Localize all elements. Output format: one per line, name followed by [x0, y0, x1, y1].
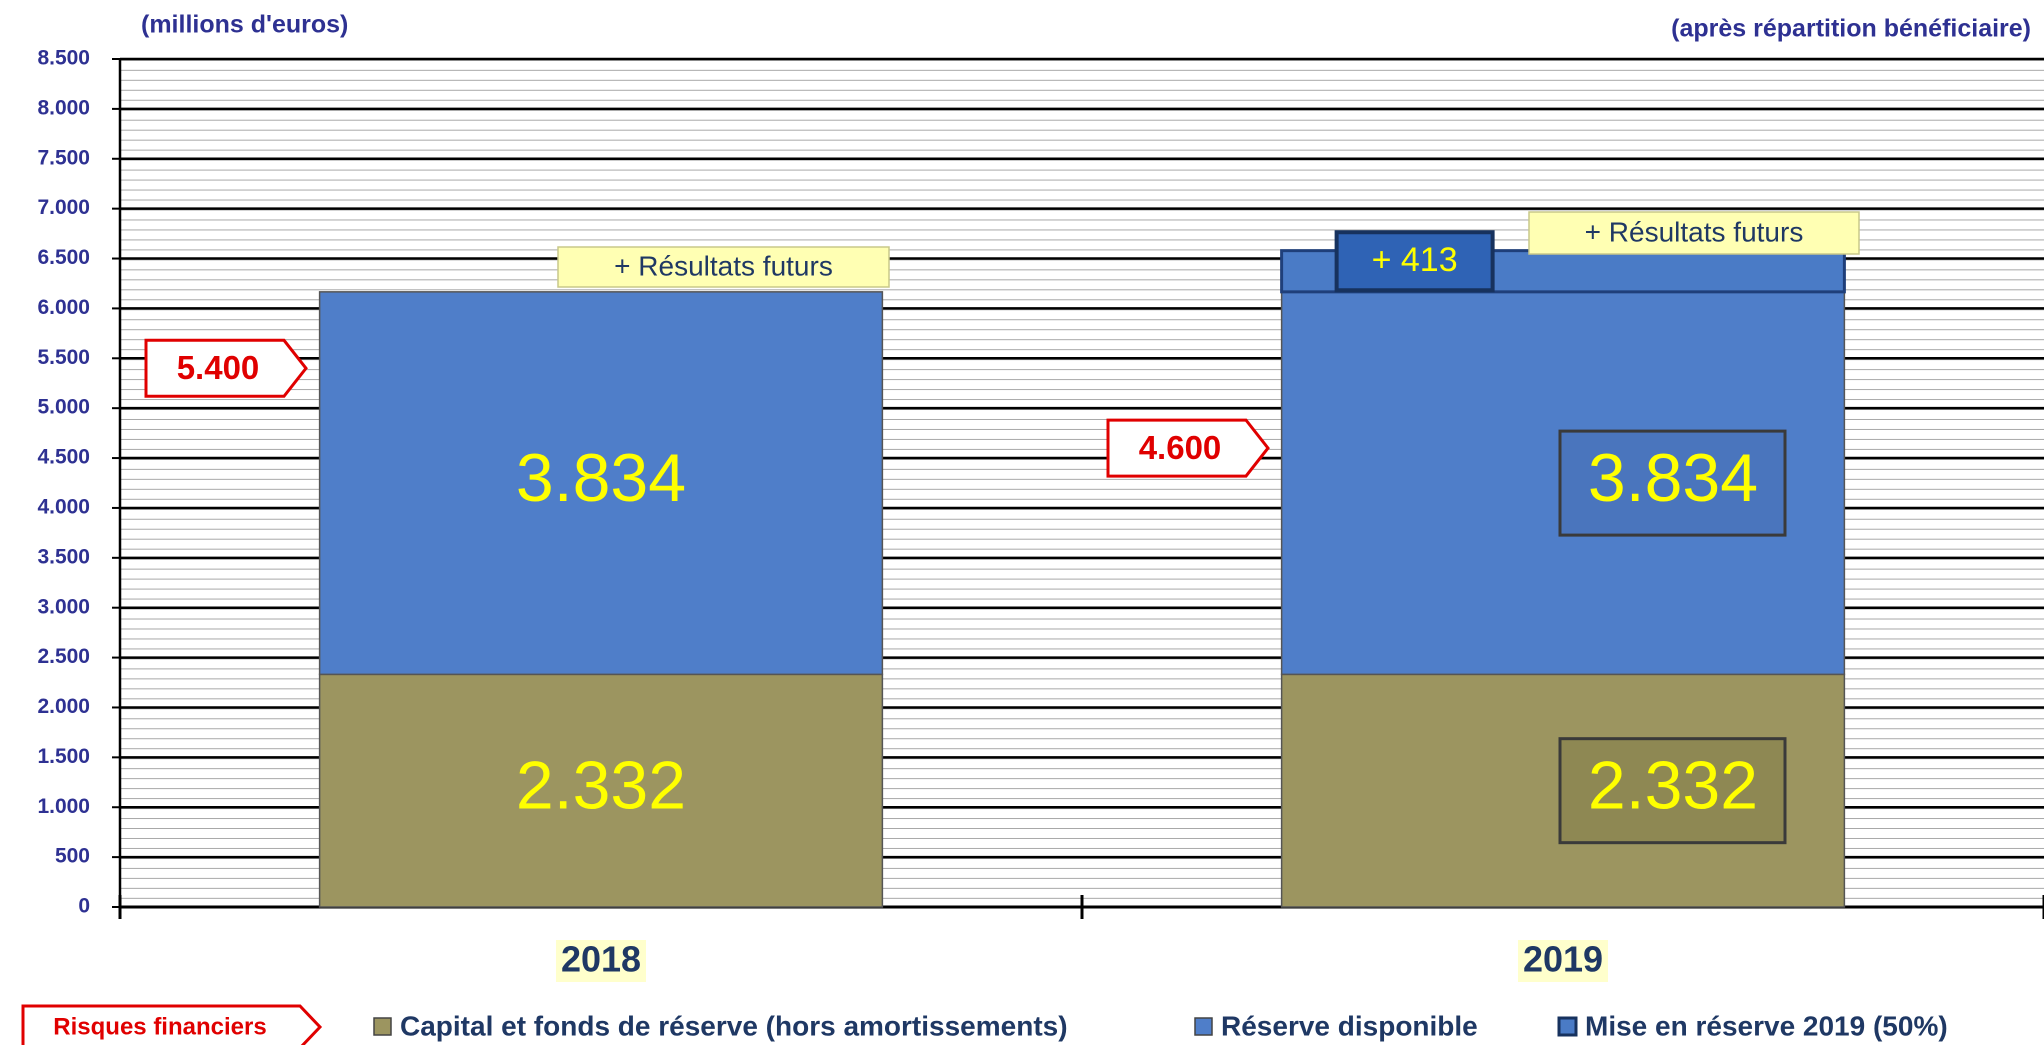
value-label-box — [1558, 429, 1787, 537]
y-tick-label: 1.000 — [37, 795, 90, 818]
bar-segment — [318, 291, 884, 676]
legend-label: Capital et fonds de réserve (hors amorti… — [400, 1010, 1068, 1041]
x-tick-label: 2019 — [1523, 939, 1603, 980]
y-tick-label: 6.000 — [37, 296, 90, 319]
bar-segment — [318, 673, 884, 908]
y-tick-label: 2.000 — [37, 695, 90, 718]
legend-swatch — [1557, 1016, 1578, 1037]
chart-title: (millions d'euros) — [141, 11, 348, 39]
y-tick-label: 0 — [78, 895, 90, 918]
y-tick-label: 5.000 — [37, 396, 90, 419]
y-tick-label: 3.500 — [37, 545, 90, 568]
annotation: + Résultats futurs — [1585, 216, 1804, 247]
legend-label: Mise en réserve 2019 (50%) — [1585, 1010, 1948, 1041]
y-tick-label: 3.000 — [37, 595, 90, 618]
legend-swatch — [1194, 1017, 1213, 1036]
y-tick-label: 1.500 — [37, 745, 90, 768]
value-label-box — [1558, 737, 1787, 845]
category-label-bg — [556, 940, 646, 982]
x-tick-label: 2018 — [561, 939, 641, 980]
legend-swatch — [373, 1017, 392, 1036]
chart-subtitle: (après répartition bénéficiaire) — [1671, 15, 2031, 43]
risk-label: 5.400 — [177, 349, 260, 386]
value-label: 3.834 — [516, 440, 686, 516]
annotation-box — [557, 246, 890, 288]
y-tick-label: 8.000 — [37, 96, 90, 119]
value-label: 2.332 — [516, 748, 686, 824]
value-label: + 413 — [1372, 241, 1458, 279]
risk-label: 4.600 — [1139, 429, 1222, 466]
value-label: 3.834 — [1588, 440, 1758, 516]
value-label-box — [1334, 230, 1495, 293]
y-tick-label: 7.000 — [37, 196, 90, 219]
y-tick-label: 6.500 — [37, 246, 90, 269]
y-tick-label: 2.500 — [37, 645, 90, 668]
y-tick-label: 4.500 — [37, 446, 90, 469]
category-label-bg — [1518, 940, 1608, 982]
value-label: 2.332 — [1588, 748, 1758, 824]
legend-label: Réserve disponible — [1221, 1010, 1478, 1041]
risk-marker — [144, 338, 308, 398]
annotation-box — [1528, 211, 1860, 255]
y-tick-label: 8.500 — [37, 47, 90, 70]
legend-label: Risques financiers — [53, 1013, 266, 1040]
legend-risk-marker — [21, 1004, 323, 1045]
y-tick-label: 5.500 — [37, 346, 90, 369]
risk-marker — [1106, 418, 1270, 478]
y-tick-label: 500 — [55, 845, 90, 868]
annotation: + Résultats futurs — [614, 250, 833, 281]
y-tick-label: 4.000 — [37, 495, 90, 518]
y-tick-label: 7.500 — [37, 146, 90, 169]
